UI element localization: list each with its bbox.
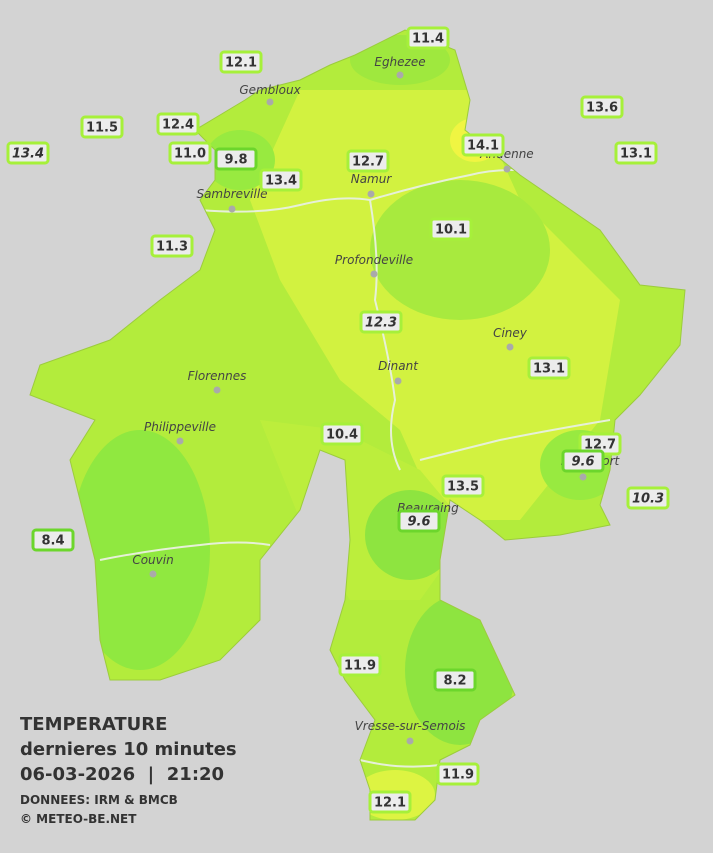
station-value: 13.6 — [586, 101, 618, 116]
station-box — [80, 115, 124, 139]
station-value: 11.9 — [442, 768, 474, 783]
town-dot — [213, 386, 221, 394]
station-box — [150, 234, 194, 258]
station-box — [429, 217, 473, 241]
copyright: © METEO-BE.NET — [20, 812, 137, 826]
source: DONNEES: IRM & BMCB — [20, 793, 178, 807]
town-dot — [149, 570, 157, 578]
station-box — [561, 449, 605, 473]
station-value: 13.1 — [533, 362, 565, 377]
town-label: Florennes — [188, 369, 247, 383]
town-dot — [503, 165, 511, 173]
station-box — [461, 133, 505, 157]
station-box — [406, 26, 450, 50]
station-value: 10.4 — [326, 428, 358, 443]
station-value: 13.4 — [12, 147, 44, 162]
town-dot — [228, 205, 236, 213]
town-dot — [579, 473, 587, 481]
station-value: 8.4 — [41, 534, 64, 549]
town-label: Profondeville — [335, 253, 413, 267]
title: TEMPERATURE — [20, 714, 167, 735]
station-box — [219, 50, 263, 74]
station-value: 13.1 — [620, 147, 652, 162]
station-value: 11.3 — [156, 240, 188, 255]
station-box — [580, 95, 624, 119]
town-label: Couvin — [132, 553, 173, 567]
station-box — [397, 509, 441, 533]
station-value: 11.9 — [344, 659, 376, 674]
station-box — [436, 762, 480, 786]
town-dot — [370, 270, 378, 278]
station-value: 13.5 — [447, 480, 479, 495]
town-label: Sambreville — [196, 187, 267, 201]
station-value: 12.7 — [352, 155, 384, 170]
station-value: 12.4 — [162, 118, 194, 133]
station-value: 11.0 — [174, 147, 206, 162]
town-label: Eghezee — [374, 55, 425, 69]
station-box — [433, 668, 477, 692]
station-box — [338, 653, 382, 677]
station-value: 12.3 — [365, 316, 397, 331]
station-value: 11.4 — [412, 32, 444, 47]
station-box — [31, 528, 75, 552]
town-label: Gembloux — [239, 83, 301, 97]
town-dot — [506, 343, 514, 351]
station-box — [614, 141, 658, 165]
station-box — [626, 486, 670, 510]
station-value: 13.4 — [265, 174, 297, 189]
town-dot — [396, 71, 404, 79]
station-value: 10.3 — [632, 492, 664, 507]
town-label: Philippeville — [144, 420, 216, 434]
station-value: 11.5 — [86, 121, 118, 136]
station-box — [368, 790, 412, 814]
town-label: Dinant — [378, 359, 419, 373]
subtitle: dernieres 10 minutes — [20, 739, 237, 760]
town-dot — [176, 437, 184, 445]
town-dot — [266, 98, 274, 106]
station-box — [168, 141, 212, 165]
town-dot — [367, 190, 375, 198]
station-value: 8.2 — [443, 674, 466, 689]
station-value: 10.1 — [435, 223, 467, 238]
station-box — [527, 356, 571, 380]
station-box — [259, 168, 303, 192]
station-box — [320, 422, 364, 446]
station-box — [346, 149, 390, 173]
town-label: Ciney — [493, 326, 528, 340]
town-dot — [394, 377, 402, 385]
station-box — [214, 147, 258, 171]
station-value: 14.1 — [467, 139, 499, 154]
station-value: 12.7 — [584, 438, 616, 453]
datetime: 06-03-2026 | 21:20 — [20, 764, 224, 785]
station-value: 9.6 — [407, 515, 430, 530]
town-dot — [406, 737, 414, 745]
town-label: Namur — [351, 172, 393, 186]
station-value: 12.1 — [374, 796, 406, 811]
station-box — [156, 112, 200, 136]
town-label: Vresse-sur-Semois — [355, 719, 466, 733]
station-box — [359, 310, 403, 334]
station-value: 12.1 — [225, 56, 257, 71]
station-box — [6, 141, 50, 165]
station-value: 9.6 — [571, 455, 594, 470]
station-value: 9.8 — [224, 153, 247, 168]
station-box — [441, 474, 485, 498]
